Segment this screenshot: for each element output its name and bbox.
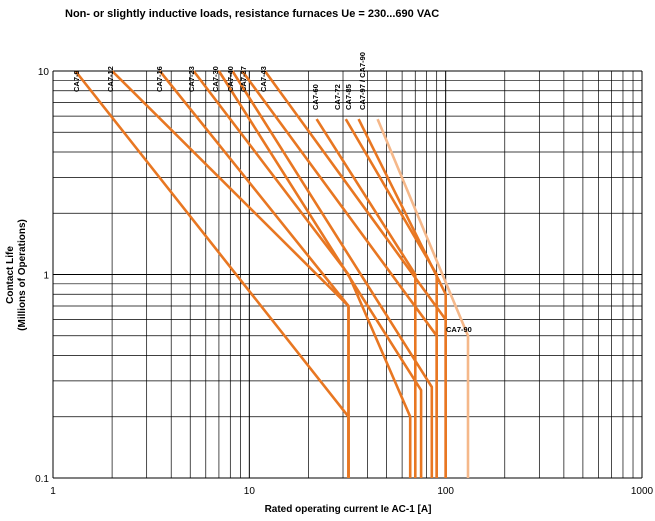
y-tick-label: 10 xyxy=(38,67,50,78)
series-label: CA7-12 xyxy=(106,66,115,92)
series-label: CA7-37 xyxy=(239,66,248,92)
series-label: CA7-9 xyxy=(72,70,81,92)
series-label: CA7-16 xyxy=(155,66,164,92)
series-line-ca7-85 xyxy=(357,118,448,478)
annotation-label: CA7-90 xyxy=(446,325,472,334)
y-tick-label: 0.1 xyxy=(35,474,49,485)
y-tick-label: 1 xyxy=(43,271,49,282)
series-line-ca7-97-ca7-90 xyxy=(376,118,470,478)
series-label: CA7-30 xyxy=(211,66,220,92)
series-line-ca7-30 xyxy=(217,70,423,478)
series-label: CA7-72 xyxy=(333,84,342,110)
series-label: CA7-23 xyxy=(187,66,196,92)
series-line-ca7-40 xyxy=(231,70,434,478)
x-tick-label: 100 xyxy=(437,486,454,497)
series-line-ca7-60 xyxy=(315,118,417,478)
series-label: CA7-97 / CA7-90 xyxy=(358,52,367,110)
chart-title: Non- or slightly inductive loads, resist… xyxy=(65,8,439,20)
y-axis-label-line1: Contact Life xyxy=(5,246,16,304)
series-labels: CA7-9 CA7-12 CA7-16 CA7-23 CA7-30 CA7-40 CA7-3… xyxy=(72,52,472,334)
series-line-ca7-23 xyxy=(192,70,412,478)
series-label: CA7-60 xyxy=(311,84,320,110)
series-label: CA7-85 xyxy=(344,84,353,110)
series-label: CA7-43 xyxy=(259,66,268,92)
series-label: CA7-40 xyxy=(226,66,235,92)
series-layer xyxy=(74,70,470,478)
x-tick-label: 1000 xyxy=(631,486,654,497)
series-line-ca7-16 xyxy=(158,70,350,478)
x-axis-label: Rated operating current Ie AC-1 [A] xyxy=(265,504,432,515)
y-axis-label-line2: (Millions of Operations) xyxy=(17,219,28,331)
x-tick-label: 1 xyxy=(50,486,56,497)
x-tick-label: 10 xyxy=(244,486,256,497)
